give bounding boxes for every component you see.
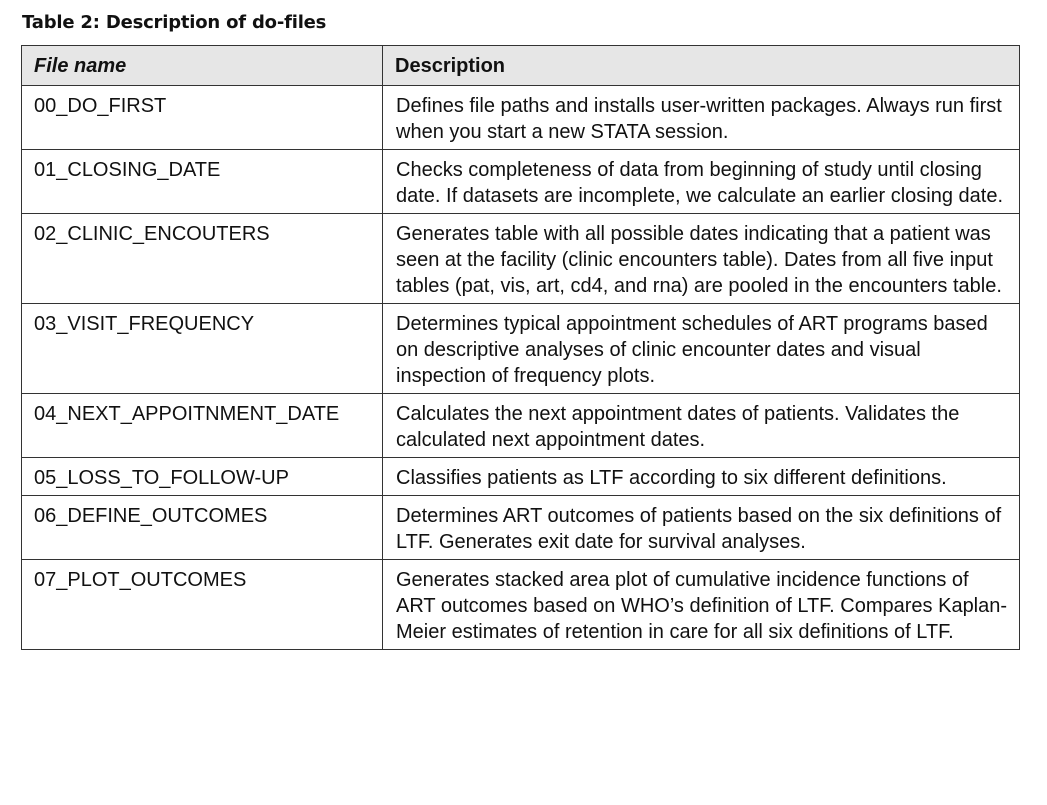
file-name-cell: 05_LOSS_TO_FOLLOW-UP <box>21 457 383 496</box>
table-row: 06_DEFINE_OUTCOMES Determines ART outcom… <box>21 495 1020 560</box>
description-cell: Checks completeness of data from beginni… <box>382 149 1020 214</box>
description-cell: Determines typical appointment schedules… <box>382 303 1020 394</box>
description-cell: Classifies patients as LTF according to … <box>382 457 1020 496</box>
file-name-cell: 00_DO_FIRST <box>21 85 383 150</box>
description-cell: Determines ART outcomes of patients base… <box>382 495 1020 560</box>
file-name-cell: 02_CLINIC_ENCOUTERS <box>21 213 383 304</box>
header-row: File name Description <box>21 45 1020 86</box>
description-cell: Generates stacked area plot of cumulativ… <box>382 559 1020 650</box>
table-row: 03_VISIT_FREQUENCY Determines typical ap… <box>21 303 1020 394</box>
table-row: 01_CLOSING_DATE Checks completeness of d… <box>21 149 1020 214</box>
column-header-description: Description <box>382 45 1020 86</box>
table-body: 00_DO_FIRST Defines file paths and insta… <box>21 85 1020 650</box>
column-header-file-name: File name <box>21 45 383 86</box>
file-name-cell: 06_DEFINE_OUTCOMES <box>21 495 383 560</box>
table-caption: Table 2: Description of do-files <box>22 12 327 33</box>
file-name-cell: 01_CLOSING_DATE <box>21 149 383 214</box>
table-header: File name Description <box>21 45 1020 86</box>
table-row: 02_CLINIC_ENCOUTERS Generates table with… <box>21 213 1020 304</box>
file-name-cell: 03_VISIT_FREQUENCY <box>21 303 383 394</box>
description-cell: Calculates the next appointment dates of… <box>382 393 1020 458</box>
table-row: 07_PLOT_OUTCOMES Generates stacked area … <box>21 559 1020 650</box>
do-files-table: File name Description 00_DO_FIRST Define… <box>21 45 1020 650</box>
table-row: 05_LOSS_TO_FOLLOW-UP Classifies patients… <box>21 457 1020 496</box>
file-name-cell: 07_PLOT_OUTCOMES <box>21 559 383 650</box>
description-cell: Generates table with all possible dates … <box>382 213 1020 304</box>
table-row: 00_DO_FIRST Defines file paths and insta… <box>21 85 1020 150</box>
description-cell: Defines file paths and installs user-wri… <box>382 85 1020 150</box>
file-name-cell: 04_NEXT_APPOITNMENT_DATE <box>21 393 383 458</box>
table-row: 04_NEXT_APPOITNMENT_DATE Calculates the … <box>21 393 1020 458</box>
